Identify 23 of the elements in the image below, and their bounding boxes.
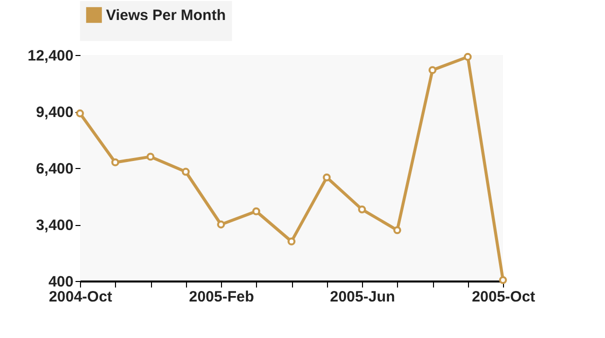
y-tick-label: 9,400 — [36, 104, 74, 121]
point — [393, 226, 402, 234]
point — [288, 238, 296, 246]
point — [252, 207, 260, 216]
x-tick-label: 2005-Jun — [330, 288, 396, 306]
y-tick-label: 400 — [48, 274, 74, 290]
point — [217, 220, 225, 228]
point — [322, 173, 331, 182]
point — [76, 109, 84, 118]
legend-label: Views Per Month — [106, 7, 226, 24]
point — [428, 66, 436, 74]
point — [146, 152, 154, 161]
x-tick-label: 2004-Oct — [48, 288, 112, 306]
point — [358, 205, 366, 214]
y-tick-label: 3,400 — [36, 217, 74, 234]
point — [499, 276, 507, 284]
x-tick-label: 2005-Oct — [472, 288, 536, 306]
point — [464, 52, 472, 61]
point — [111, 158, 120, 166]
x-tick-label: 2005-Feb — [188, 288, 254, 306]
y-tick-label: 6,400 — [36, 160, 74, 178]
y-tick-label: 12,400 — [28, 48, 74, 64]
point — [182, 168, 190, 176]
